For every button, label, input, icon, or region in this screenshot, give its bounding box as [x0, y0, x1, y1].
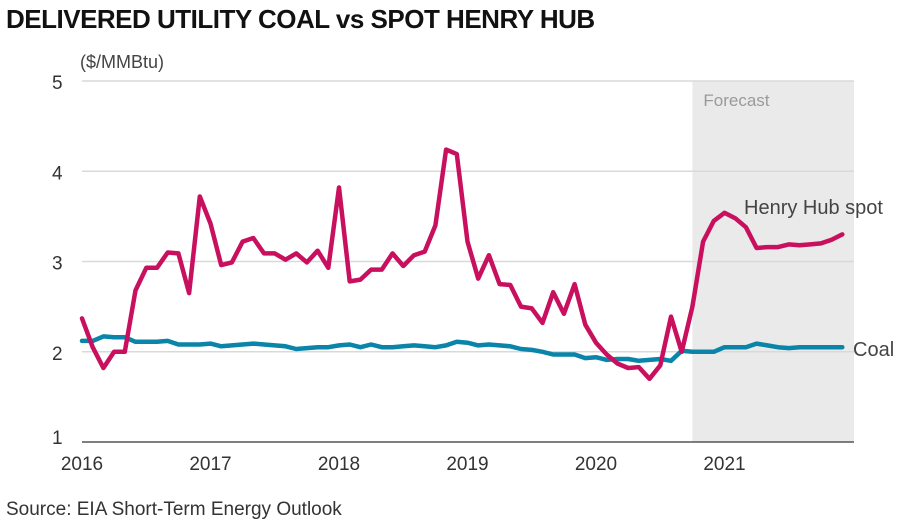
grid-lines	[82, 80, 854, 353]
y-tick-label: 1	[52, 428, 63, 449]
x-tick-label: 2018	[318, 454, 360, 475]
henry-hub-line	[79, 147, 845, 382]
x-tick-labels: 2016 2017 2018 2019 2020 2021	[61, 454, 746, 475]
series-lines	[79, 147, 845, 382]
henry-hub-series-label: Henry Hub spot	[744, 197, 883, 219]
y-tick-label: 4	[52, 163, 63, 184]
forecast-label: Forecast	[703, 91, 769, 110]
chart-title: DELIVERED UTILITY COAL vs SPOT HENRY HUB	[6, 4, 595, 34]
x-tick-label: 2021	[703, 454, 745, 475]
coal-line	[79, 334, 845, 364]
coal-series-label: Coal	[853, 339, 894, 361]
y-axis-unit-label: ($/MMBtu)	[80, 52, 164, 72]
x-tick-label: 2020	[575, 454, 617, 475]
x-tick-label: 2019	[446, 454, 488, 475]
y-tick-labels: 1 2 3 4 5	[52, 73, 63, 449]
chart-source: Source: EIA Short-Term Energy Outlook	[6, 499, 342, 520]
y-tick-label: 2	[52, 344, 63, 365]
y-tick-label: 5	[52, 73, 63, 94]
x-tick-label: 2016	[61, 454, 103, 475]
y-tick-label: 3	[52, 254, 63, 275]
x-tick-label: 2017	[189, 454, 231, 475]
